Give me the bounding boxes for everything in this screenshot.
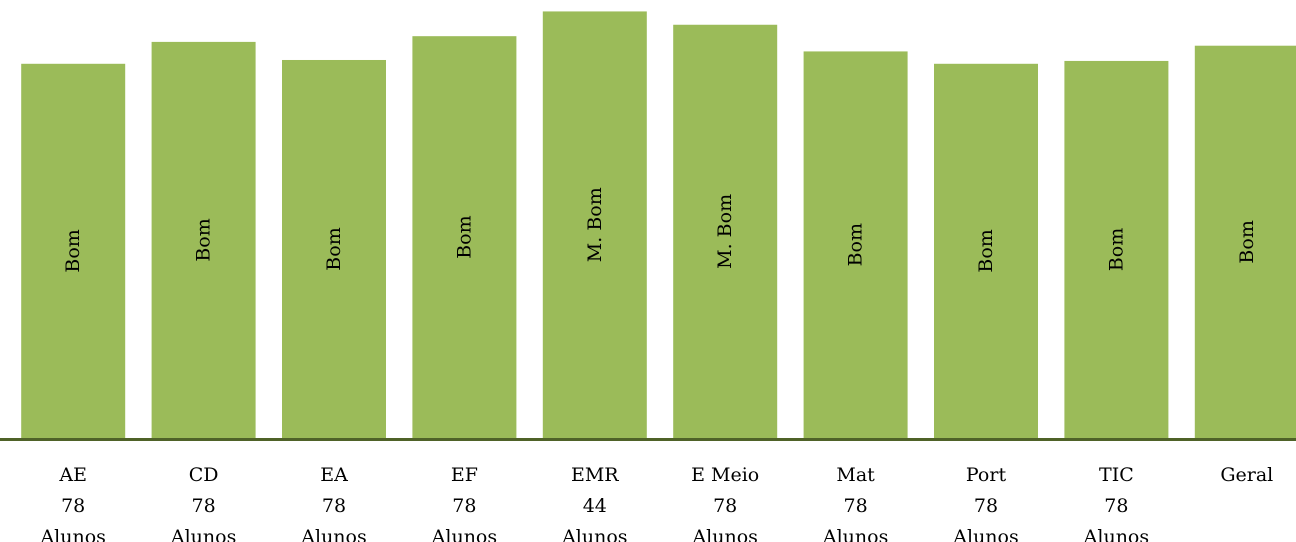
bar-ef <box>412 36 517 438</box>
x-tick-label-line: CD <box>189 464 219 486</box>
x-tick-label-line: 78 <box>974 495 998 517</box>
bar-data-label: Bom <box>975 229 997 272</box>
x-tick-label-line: 78 <box>192 495 216 517</box>
bar-port <box>934 63 1038 438</box>
bar-emr <box>542 11 647 438</box>
bar-data-label: Bom <box>193 218 215 261</box>
bar-data-label: Bom <box>1236 220 1258 263</box>
x-tick-label-line: Alunos <box>300 526 366 542</box>
x-tick-label-line: AE <box>58 464 87 486</box>
x-tick-label-line: TIC <box>1099 464 1134 486</box>
bar-data-label: Bom <box>1105 228 1127 271</box>
x-tick-label: CD 78 Alunos <box>170 464 236 542</box>
x-tick-label-line: EF <box>451 464 478 486</box>
x-tick-label: Geral <box>1220 464 1273 486</box>
x-tick-label-line: Alunos <box>431 526 497 542</box>
x-tick-label: Mat 78 Alunos <box>822 464 888 542</box>
x-tick-label-line: Alunos <box>561 526 627 542</box>
bar-geral <box>1194 45 1296 439</box>
x-tick-label-line: Alunos <box>822 526 888 542</box>
bar-data-label: Bom <box>62 229 84 272</box>
bar-data-label: M. Bom <box>714 194 736 269</box>
bar-cd <box>151 41 256 438</box>
x-tick-label-line: 44 <box>583 495 607 517</box>
bar-data-label: Bom <box>845 223 867 266</box>
x-tick-labels-group: AE 78 Alunos CD 78 Alunos EA 78 Alunos EF 78 Alunos… <box>39 464 1273 542</box>
x-tick-label: EMR 44 Alunos <box>561 464 627 542</box>
x-tick-label-line: Alunos <box>691 526 757 542</box>
x-tick-label-line: Alunos <box>170 526 236 542</box>
x-tick-label-line: 78 <box>844 495 868 517</box>
bar-e-meio <box>673 24 778 438</box>
bars-group <box>21 11 1296 439</box>
x-tick-label-line: 78 <box>452 495 476 517</box>
bar-data-label: M. Bom <box>584 187 606 262</box>
bar-tic <box>1064 60 1169 439</box>
bar-ae <box>21 63 126 438</box>
x-tick-label-line: EMR <box>571 464 619 486</box>
x-tick-label-line: Mat <box>836 464 875 486</box>
x-tick-label: AE 78 Alunos <box>39 464 105 542</box>
bar-data-label: Bom <box>323 227 345 270</box>
x-tick-label-line: Alunos <box>1083 526 1149 542</box>
x-tick-label: Port 78 Alunos <box>952 464 1018 542</box>
x-tick-label: EF 78 Alunos <box>431 464 497 542</box>
x-tick-label-line: Port <box>966 464 1007 486</box>
x-tick-label-line: EA <box>320 464 348 486</box>
x-tick-label: EA 78 Alunos <box>300 464 366 542</box>
bar-ea <box>282 59 386 438</box>
x-tick-label-line: 78 <box>1104 495 1128 517</box>
x-tick-label-line: Alunos <box>39 526 105 542</box>
x-tick-label-line: 78 <box>322 495 346 517</box>
x-tick-label-line: Geral <box>1220 464 1273 486</box>
x-tick-label-line: Alunos <box>952 526 1018 542</box>
x-tick-label-line: 78 <box>61 495 85 517</box>
bar-data-label: Bom <box>453 215 475 258</box>
x-tick-label: E Meio 78 Alunos <box>691 464 759 542</box>
bar-mat <box>803 51 908 439</box>
x-tick-label-line: 78 <box>713 495 737 517</box>
bar-labels-group: Bom Bom Bom Bom M. Bom M. Bom Bom Bom Bom Bom <box>62 187 1258 272</box>
x-tick-label: TIC 78 Alunos <box>1083 464 1149 542</box>
x-tick-label-line: E Meio <box>691 464 759 486</box>
